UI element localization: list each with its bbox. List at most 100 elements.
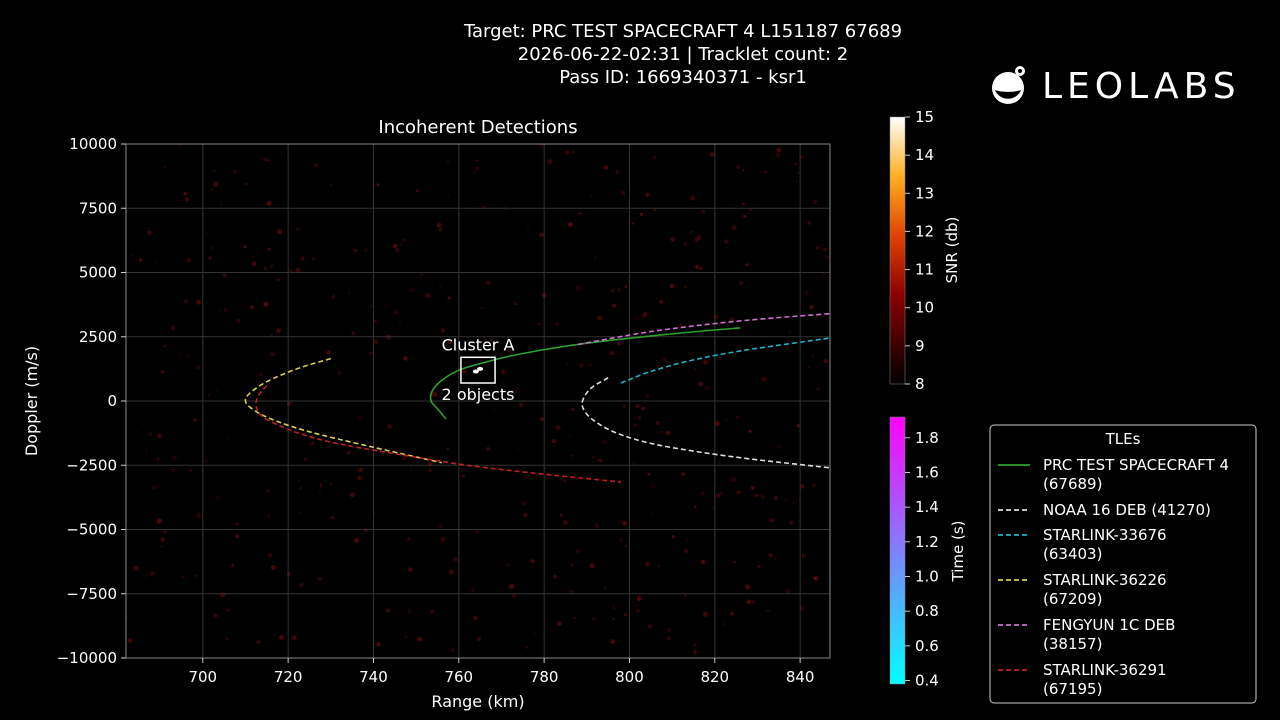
noise-detection (419, 272, 424, 277)
noise-detection (196, 365, 201, 370)
noise-detection (417, 636, 423, 642)
noise-detection (683, 549, 689, 554)
cluster-count-label: 2 objects (442, 385, 515, 404)
noise-detection (722, 622, 726, 627)
noise-detection (431, 391, 437, 397)
noise-detection (612, 606, 616, 610)
noise-detection (750, 485, 755, 491)
noise-detection (573, 617, 576, 619)
noise-detection (131, 253, 134, 256)
noise-detection (539, 232, 544, 238)
noise-detection (622, 404, 626, 408)
noise-detection (436, 222, 442, 228)
noise-detection (266, 159, 270, 162)
noise-detection (565, 362, 569, 366)
noise-detection (568, 222, 573, 228)
noise-detection (370, 305, 373, 308)
noise-detection (690, 195, 695, 201)
noise-detection (694, 368, 696, 371)
x-tick-label: 780 (530, 668, 559, 686)
noise-detection (601, 246, 604, 249)
snr-colorbar-ticks: 8 9 10 11 12 13 14 15 (905, 108, 934, 393)
noise-detection (736, 415, 739, 419)
noise-detection (648, 624, 652, 629)
noise-detection (144, 574, 148, 578)
noise-detection (544, 466, 547, 469)
noise-detection (775, 152, 781, 158)
noise-detection (415, 189, 419, 193)
noise-detection (373, 339, 379, 345)
noise-detection (695, 264, 701, 270)
noise-detection (635, 316, 640, 322)
noise-detection (251, 255, 254, 258)
noise-detection (694, 505, 697, 509)
noise-detection (376, 642, 381, 647)
noise-detection (188, 468, 192, 472)
noise-detection (291, 635, 297, 641)
noise-detection (624, 544, 628, 548)
noise-detection (633, 423, 637, 427)
noise-detection (277, 229, 283, 235)
noise-detection (643, 311, 648, 316)
colorbar-tick-label: 1.4 (915, 498, 939, 516)
noise-detection (557, 621, 562, 626)
noise-detection (610, 639, 616, 644)
noise-detection (701, 209, 706, 214)
noise-detection (393, 244, 398, 249)
noise-detection (398, 320, 402, 325)
noise-detection (735, 164, 741, 169)
noise-detection (406, 608, 412, 614)
legend-label: STARLINK-36291 (1043, 661, 1167, 679)
noise-detection (797, 171, 800, 175)
series-line (255, 385, 621, 483)
noise-detection (447, 297, 451, 301)
noise-detection (149, 571, 155, 576)
series-line (581, 377, 831, 469)
noise-detection (219, 202, 223, 206)
noise-detection (486, 446, 491, 451)
noise-detection (226, 437, 230, 440)
cluster-annotation: Cluster A 2 objects (442, 335, 515, 404)
noise-detection (255, 415, 258, 418)
y-tick-label: 7500 (79, 199, 117, 217)
noise-detection (235, 522, 239, 526)
noise-detection (718, 461, 721, 464)
noise-detection (620, 190, 626, 196)
noise-detection (684, 593, 687, 597)
noise-detection (208, 256, 212, 260)
noise-detection (702, 612, 708, 617)
noise-detection (612, 604, 616, 607)
noise-detection (597, 315, 603, 321)
noise-detection (609, 350, 615, 356)
noise-detection (624, 285, 628, 289)
noise-detection (486, 281, 491, 285)
noise-detection (754, 493, 759, 497)
y-tick-label: −2500 (66, 456, 117, 474)
noise-detection (404, 356, 407, 360)
noise-detection (196, 299, 202, 305)
noise-detection (714, 421, 720, 427)
legend-label: (67195) (1043, 680, 1102, 698)
noise-detection (401, 455, 407, 461)
noise-detection (776, 444, 782, 450)
noise-detection (742, 202, 746, 206)
noise-detection (299, 487, 302, 490)
noise-detection (634, 604, 637, 607)
noise-detection (693, 643, 696, 646)
noise-detection (774, 557, 777, 561)
series-line (620, 337, 831, 384)
noise-detection (598, 458, 602, 463)
noise-detection (181, 198, 184, 201)
noise-detection (671, 535, 675, 539)
noise-detection (650, 512, 654, 515)
noise-detection (776, 147, 782, 153)
noise-detection (812, 483, 816, 488)
noise-detection (560, 513, 563, 517)
noise-detection (695, 264, 700, 269)
x-axis-label: Range (km) (431, 692, 524, 711)
noise-detection (427, 461, 433, 467)
noise-detection (196, 513, 201, 518)
noise-detection (297, 479, 301, 482)
noise-detection (618, 519, 623, 524)
noise-detection (236, 318, 241, 323)
